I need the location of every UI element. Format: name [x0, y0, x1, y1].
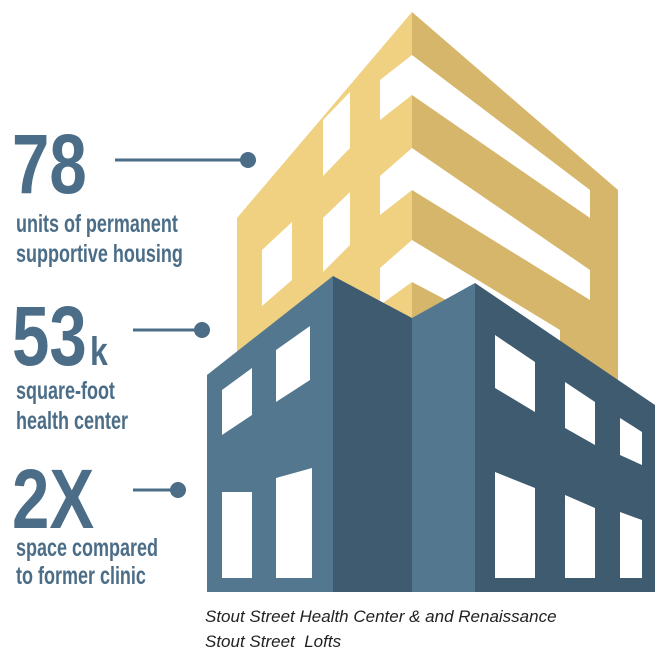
leader-dot	[240, 152, 256, 168]
stat-description: space compared	[16, 533, 158, 562]
window	[620, 512, 642, 578]
stat-description: units of permanent	[16, 209, 178, 238]
stat-number: 53	[12, 290, 87, 384]
window	[222, 492, 252, 578]
window	[495, 472, 535, 578]
stat-suffix: k	[90, 329, 109, 374]
stat-description: square-foot	[16, 376, 115, 405]
stat-description: to former clinic	[16, 561, 146, 590]
stat-description: health center	[16, 406, 128, 435]
caption: Stout Street Lofts	[205, 632, 342, 651]
stat-number: 78	[12, 118, 87, 212]
stat-description: supportive housing	[16, 239, 183, 268]
leader-dot	[170, 482, 186, 498]
blue-center-face	[412, 283, 475, 592]
page: 78 units of permanent supportive housing…	[0, 0, 657, 653]
window	[276, 468, 312, 578]
infographic: 78 units of permanent supportive housing…	[0, 0, 657, 653]
leader-dot	[194, 322, 210, 338]
blue-side-face	[333, 276, 412, 592]
window	[565, 495, 595, 578]
caption: Stout Street Health Center & and Renaiss…	[205, 607, 557, 626]
